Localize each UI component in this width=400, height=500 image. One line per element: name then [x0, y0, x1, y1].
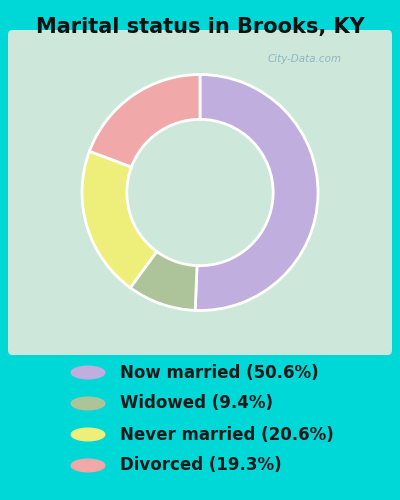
Text: Divorced (19.3%): Divorced (19.3%)	[120, 456, 282, 474]
Circle shape	[71, 459, 105, 472]
Circle shape	[71, 428, 105, 441]
Wedge shape	[195, 74, 318, 310]
Circle shape	[71, 397, 105, 410]
Text: Widowed (9.4%): Widowed (9.4%)	[120, 394, 273, 412]
Wedge shape	[82, 152, 157, 288]
Wedge shape	[90, 74, 200, 167]
Text: City-Data.com: City-Data.com	[268, 54, 342, 64]
Text: Marital status in Brooks, KY: Marital status in Brooks, KY	[36, 18, 364, 38]
Text: Never married (20.6%): Never married (20.6%)	[120, 426, 334, 444]
Wedge shape	[130, 252, 197, 310]
Circle shape	[71, 366, 105, 379]
Text: Now married (50.6%): Now married (50.6%)	[120, 364, 319, 382]
